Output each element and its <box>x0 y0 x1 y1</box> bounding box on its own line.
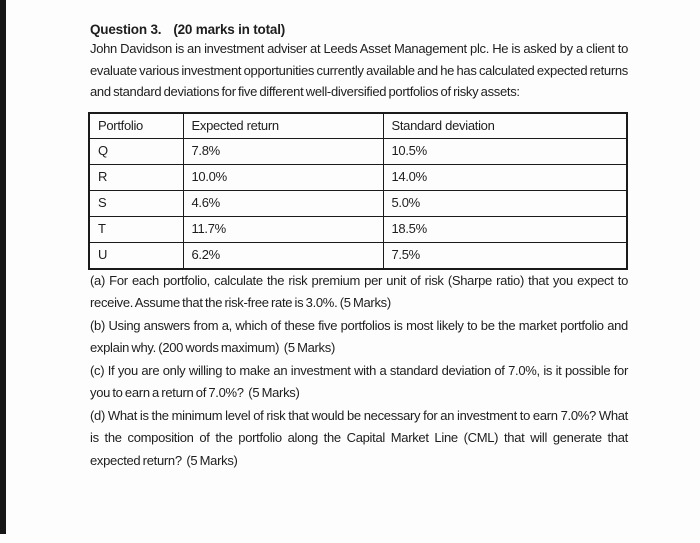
scan-edge-bar <box>0 0 6 534</box>
table-header-expected-return: Expected return <box>182 112 384 139</box>
cell-expected-return: 4.6% <box>182 189 384 217</box>
cell-expected-return: 10.0% <box>182 163 384 191</box>
portfolio-table: Portfolio Expected return Standard devia… <box>88 111 628 270</box>
cell-expected-return: 11.7% <box>182 215 384 243</box>
cell-standard-deviation: 18.5% <box>382 215 628 243</box>
question-intro: John Davidson is an investment adviser a… <box>90 41 628 99</box>
question-part-b: (b) Using answers from a, which of these… <box>90 317 628 356</box>
cell-portfolio: R <box>88 163 184 191</box>
question-marks: (20 marks in total) <box>173 22 286 37</box>
table-row-r: R 10.0% 14.0% <box>88 163 628 191</box>
cell-expected-return: 7.8% <box>182 137 384 165</box>
cell-portfolio: S <box>88 189 184 217</box>
cell-standard-deviation: 14.0% <box>382 163 628 191</box>
table-row-s: S 4.6% 5.0% <box>88 189 628 217</box>
document-page: Question 3. (20 marks in total) John Davi… <box>88 22 628 473</box>
cell-portfolio: U <box>88 241 184 269</box>
question-parts: (a) For each portfolio, calculate the ri… <box>90 270 628 473</box>
question-number: Question 3. <box>90 22 162 37</box>
question-part-a: (a) For each portfolio, calculate the ri… <box>90 272 628 311</box>
cell-standard-deviation: 7.5% <box>382 241 628 269</box>
cell-portfolio: T <box>88 215 184 243</box>
question-heading: Question 3. (20 marks in total) <box>90 22 628 38</box>
question-part-d: (d) What is the minimum level of risk th… <box>90 407 628 468</box>
table-header-standard-deviation: Standard deviation <box>382 112 628 139</box>
cell-expected-return: 6.2% <box>182 241 384 269</box>
table-header-row: Portfolio Expected return Standard devia… <box>88 112 628 139</box>
table-row-q: Q 7.8% 10.5% <box>88 137 628 165</box>
cell-standard-deviation: 10.5% <box>382 137 628 165</box>
cell-standard-deviation: 5.0% <box>382 189 628 217</box>
table-row-u: U 6.2% 7.5% <box>88 241 628 269</box>
table-header-portfolio: Portfolio <box>88 112 184 139</box>
table-row-t: T 11.7% 18.5% <box>88 215 628 243</box>
question-part-c: (c) If you are only willing to make an i… <box>90 362 628 401</box>
cell-portfolio: Q <box>88 137 184 165</box>
